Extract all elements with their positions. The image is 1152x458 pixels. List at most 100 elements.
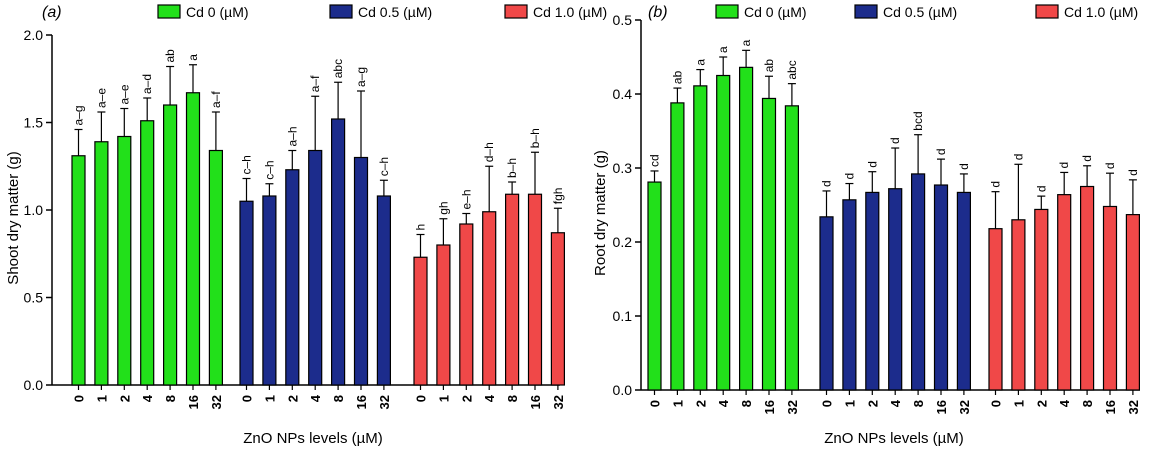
legend-swatch bbox=[504, 4, 528, 19]
x-tick-label: 0 bbox=[72, 395, 87, 402]
x-tick-label: 0 bbox=[820, 400, 835, 407]
significance-label: d bbox=[1057, 162, 1071, 169]
significance-label: c–h bbox=[262, 160, 276, 179]
bar bbox=[163, 104, 178, 386]
bar bbox=[888, 188, 903, 391]
y-tick-label: 0.2 bbox=[613, 234, 633, 250]
bar bbox=[353, 156, 369, 386]
legend-swatch bbox=[157, 4, 181, 19]
significance-label: d bbox=[1080, 155, 1094, 162]
x-tick-label: 8 bbox=[163, 395, 178, 402]
x-tick-label: 0 bbox=[648, 400, 663, 407]
bar bbox=[285, 169, 300, 386]
bar bbox=[140, 120, 155, 386]
legend-swatch bbox=[329, 4, 353, 19]
significance-label: a bbox=[693, 59, 707, 66]
x-tick-label: 16 bbox=[762, 400, 777, 414]
x-tick-label: 2 bbox=[459, 395, 474, 402]
y-tick-label: 2.0 bbox=[24, 27, 44, 43]
significance-label: bcd bbox=[911, 111, 925, 130]
x-tick-label: 4 bbox=[482, 394, 497, 402]
bar bbox=[1011, 219, 1026, 391]
x-tick-label: 1 bbox=[670, 400, 685, 407]
x-tick-label: 16 bbox=[528, 395, 543, 409]
bar bbox=[761, 97, 777, 391]
x-tick-label: 16 bbox=[354, 395, 369, 409]
legend-label: Cd 1.0 (µM) bbox=[533, 4, 607, 20]
significance-label: b–h bbox=[528, 128, 542, 148]
x-tick-label: 8 bbox=[331, 395, 346, 402]
legend-label: Cd 1.0 (µM) bbox=[1064, 4, 1138, 20]
bar bbox=[185, 92, 201, 386]
bar bbox=[933, 184, 949, 391]
bar bbox=[1125, 214, 1141, 391]
y-tick-label: 0.0 bbox=[24, 377, 44, 393]
significance-label: d bbox=[888, 137, 902, 144]
significance-label: a–g bbox=[354, 67, 368, 87]
x-tick-label: 1 bbox=[436, 395, 451, 402]
y-tick-label: 1.5 bbox=[24, 115, 44, 131]
bar bbox=[376, 195, 391, 386]
bar bbox=[527, 193, 543, 386]
significance-label: d bbox=[934, 148, 948, 155]
y-tick-label: 0.0 bbox=[613, 382, 633, 398]
bar bbox=[94, 141, 109, 386]
legend-label: Cd 0.5 (µM) bbox=[358, 4, 432, 20]
x-tick-label: 8 bbox=[739, 400, 754, 407]
x-tick-label: 4 bbox=[888, 399, 903, 407]
significance-label: abc bbox=[331, 59, 345, 78]
significance-label: a bbox=[716, 46, 730, 53]
significance-label: ab bbox=[670, 70, 684, 84]
bar bbox=[1079, 185, 1095, 391]
x-tick-label: 32 bbox=[377, 395, 392, 409]
bar bbox=[505, 193, 520, 386]
bar bbox=[716, 74, 731, 391]
bar bbox=[842, 199, 857, 391]
x-tick-label: 0 bbox=[240, 395, 255, 402]
legend-label: Cd 0 (µM) bbox=[744, 4, 807, 20]
bar bbox=[988, 228, 1003, 391]
bar bbox=[784, 105, 800, 391]
x-tick-label: 8 bbox=[911, 400, 926, 407]
x-tick-label: 4 bbox=[1057, 399, 1072, 407]
x-tick-label: 2 bbox=[1034, 400, 1049, 407]
x-tick-label: 2 bbox=[865, 400, 880, 407]
significance-label: c–h bbox=[377, 157, 391, 176]
significance-label: h bbox=[414, 224, 428, 231]
bar bbox=[865, 191, 880, 391]
y-tick-label: 0.5 bbox=[24, 290, 44, 306]
x-tick-label: 16 bbox=[1103, 400, 1118, 414]
bar bbox=[262, 195, 277, 386]
bar bbox=[910, 173, 926, 391]
x-tick-label: 32 bbox=[957, 400, 972, 414]
y-tick-label: 0.3 bbox=[613, 160, 633, 176]
bar bbox=[1034, 208, 1049, 391]
significance-label: a–f bbox=[209, 91, 223, 108]
x-tick-label: 4 bbox=[140, 394, 155, 402]
bar bbox=[413, 256, 428, 386]
significance-label: a bbox=[186, 54, 200, 61]
y-tick-label: 0.4 bbox=[613, 86, 633, 102]
x-tick-label: 16 bbox=[186, 395, 201, 409]
bar bbox=[956, 191, 972, 391]
x-tick-label: 8 bbox=[505, 395, 520, 402]
x-axis-title: ZnO NPs levels (µM) bbox=[824, 430, 964, 447]
legend-swatch bbox=[715, 4, 739, 19]
bar bbox=[331, 118, 346, 386]
x-tick-label: 2 bbox=[693, 400, 708, 407]
significance-label: d bbox=[865, 161, 879, 168]
legend-label: Cd 0.5 (µM) bbox=[883, 4, 957, 20]
x-tick-label: 4 bbox=[716, 399, 731, 407]
x-tick-label: 32 bbox=[1126, 400, 1141, 414]
y-tick-label: 0.1 bbox=[613, 308, 633, 324]
significance-label: ab bbox=[163, 49, 177, 63]
bar bbox=[436, 244, 451, 386]
x-tick-label: 8 bbox=[1080, 400, 1095, 407]
x-tick-label: 1 bbox=[1011, 400, 1026, 407]
bar bbox=[693, 85, 708, 391]
x-tick-label: 32 bbox=[785, 400, 800, 414]
significance-label: d–h bbox=[482, 142, 496, 162]
legend-swatch bbox=[1035, 4, 1059, 19]
significance-label: cd bbox=[648, 154, 662, 167]
